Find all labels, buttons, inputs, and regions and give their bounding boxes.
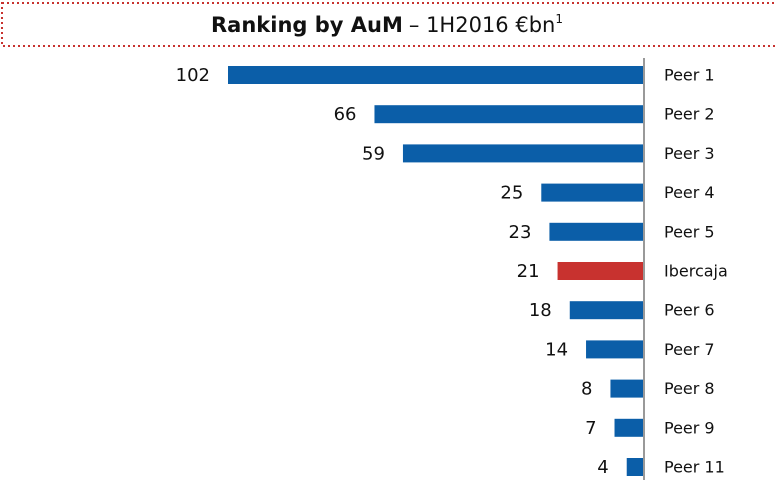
title-note: 1 [555, 12, 563, 26]
value-label: 66 [334, 104, 357, 125]
category-label: Peer 5 [664, 222, 715, 241]
value-label: 8 [581, 379, 592, 400]
bar [569, 301, 643, 320]
bar [374, 105, 643, 124]
category-label: Peer 2 [664, 105, 715, 124]
bar [610, 379, 643, 398]
category-label: Peer 3 [664, 144, 715, 163]
category-label: Peer 9 [664, 418, 715, 437]
chart-title: Ranking by AuM – 1H2016 €bn1 [211, 12, 563, 38]
bar [586, 340, 643, 359]
title-frame [1, 2, 776, 47]
bar [541, 183, 643, 202]
category-label: Peer 6 [664, 301, 715, 320]
value-label: 23 [509, 222, 532, 243]
category-label: Ibercaja [664, 262, 728, 281]
bar [626, 458, 643, 476]
bar [614, 418, 643, 437]
category-label: Peer 11 [664, 458, 725, 477]
value-label: 59 [362, 143, 385, 164]
category-label: Peer 8 [664, 379, 715, 398]
value-label: 25 [500, 183, 523, 204]
value-label: 4 [597, 457, 608, 478]
category-label: Peer 7 [664, 340, 715, 359]
value-label: 21 [517, 261, 540, 282]
value-label: 102 [176, 65, 210, 86]
value-label: 7 [585, 418, 596, 439]
value-label: 18 [529, 300, 552, 321]
bar [228, 66, 643, 84]
title-sub: – 1H2016 €bn [409, 13, 555, 37]
bar [402, 144, 643, 163]
category-label: Peer 4 [664, 183, 715, 202]
category-label: Peer 1 [664, 66, 715, 85]
bar [549, 222, 643, 241]
bar [557, 262, 643, 280]
title-main: Ranking by AuM [211, 13, 403, 37]
value-label: 14 [545, 339, 568, 360]
